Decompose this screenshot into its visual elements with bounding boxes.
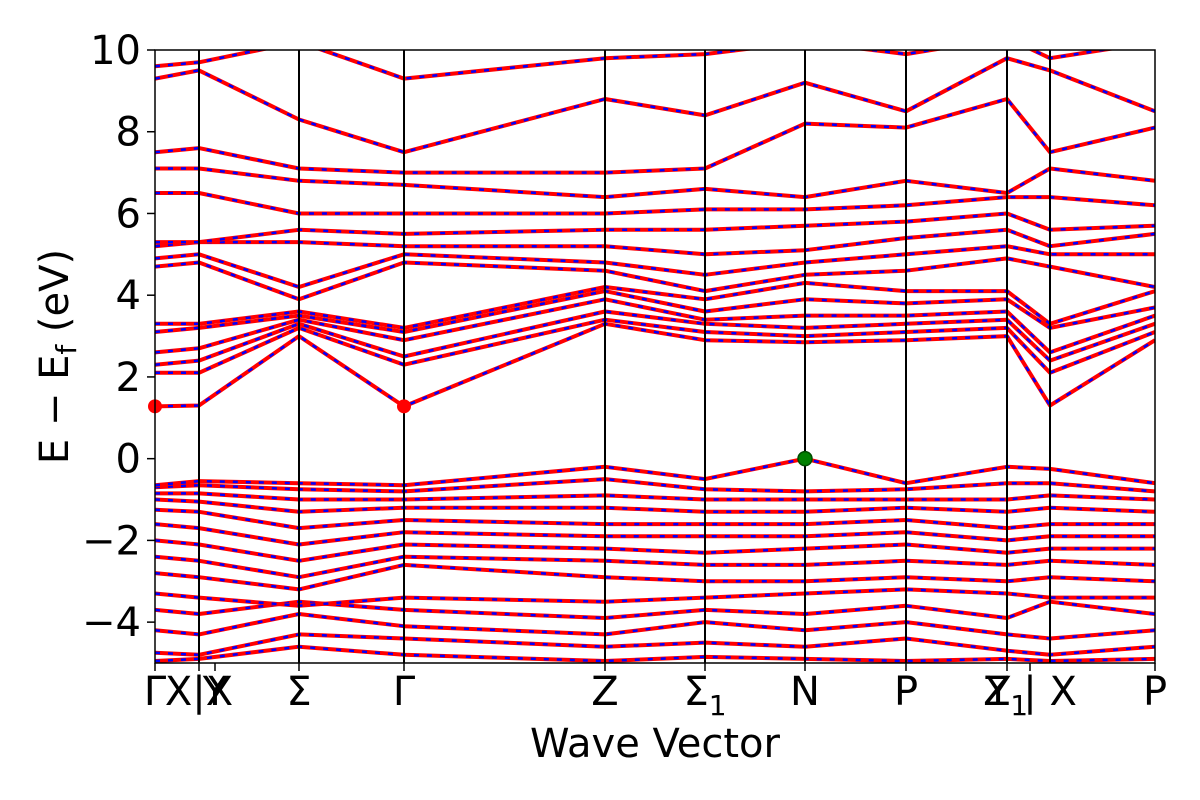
x-tick-label-6: Σ1 bbox=[683, 669, 726, 722]
band-line-blue-2 bbox=[155, 612, 1155, 640]
y-tick-label-1: 8 bbox=[116, 110, 141, 156]
band-line-red-11 bbox=[155, 491, 1155, 502]
x-tick-label-7: N bbox=[790, 669, 820, 715]
y-axis-label-subscript: f bbox=[50, 344, 83, 355]
y-tick-label-7: −4 bbox=[82, 600, 141, 646]
y-axis-label-unit: (eV) bbox=[32, 249, 78, 345]
band-line-blue-23 bbox=[155, 212, 1155, 244]
plot-frame bbox=[154, 49, 1156, 664]
y-tick-label-6: −2 bbox=[82, 518, 141, 564]
x-tick-label-3: Σ bbox=[286, 669, 311, 715]
x-tick-label-10: Z | X bbox=[983, 669, 1077, 715]
band-line-red-24 bbox=[155, 191, 1155, 216]
bands-layer bbox=[155, 50, 1155, 663]
band-line-blue-14 bbox=[155, 322, 1155, 408]
y-tick-label-5: 0 bbox=[116, 437, 141, 483]
y-tick-label-2: 6 bbox=[116, 191, 141, 237]
y-axis-label: E − Ef (eV) bbox=[32, 249, 83, 464]
x-tick-label-0: Γ bbox=[144, 669, 167, 715]
x-tick-label-8: P bbox=[894, 669, 918, 715]
markers-layer bbox=[148, 399, 813, 467]
cbm-marker-1 bbox=[397, 399, 411, 414]
y-axis-label-main: E − E bbox=[32, 355, 78, 465]
x-tick-label-11: P bbox=[1143, 669, 1167, 715]
vertical-lines-layer bbox=[198, 50, 1051, 663]
band-line-red-25 bbox=[155, 166, 1155, 200]
band-line-red-26 bbox=[155, 97, 1155, 175]
band-line-blue-15 bbox=[155, 318, 1155, 375]
band-line-red-4 bbox=[155, 587, 1155, 608]
band-line-red-27 bbox=[155, 56, 1155, 155]
band-line-red-23 bbox=[155, 211, 1155, 245]
y-ticks-layer: 10 8 6 4 2 0 −2 −4 bbox=[82, 28, 155, 646]
y-tick-label-3: 4 bbox=[116, 273, 141, 319]
vbm-marker-0 bbox=[797, 450, 813, 467]
y-tick-label-0: 10 bbox=[90, 28, 141, 74]
x-axis-label: Wave Vector bbox=[530, 721, 781, 767]
x-tick-label-sub-9: 1 bbox=[1010, 689, 1028, 722]
x-tick-label-4: Γ bbox=[393, 669, 416, 715]
band-line-blue-13 bbox=[155, 457, 1155, 487]
band-line-red-13 bbox=[155, 456, 1155, 488]
x-tick-label-sub-6: 1 bbox=[709, 689, 727, 722]
band-line-red-1 bbox=[155, 632, 1155, 657]
y-tick-label-4: 2 bbox=[116, 355, 141, 401]
x-tick-label-5: Z bbox=[591, 669, 618, 715]
x-tick-label-2: Y bbox=[202, 669, 228, 715]
band-line-blue-26 bbox=[155, 97, 1155, 174]
x-tick-label-1: X|X bbox=[165, 669, 233, 715]
band-line-blue-25 bbox=[155, 167, 1155, 199]
band-line-red-22 bbox=[155, 227, 1155, 257]
